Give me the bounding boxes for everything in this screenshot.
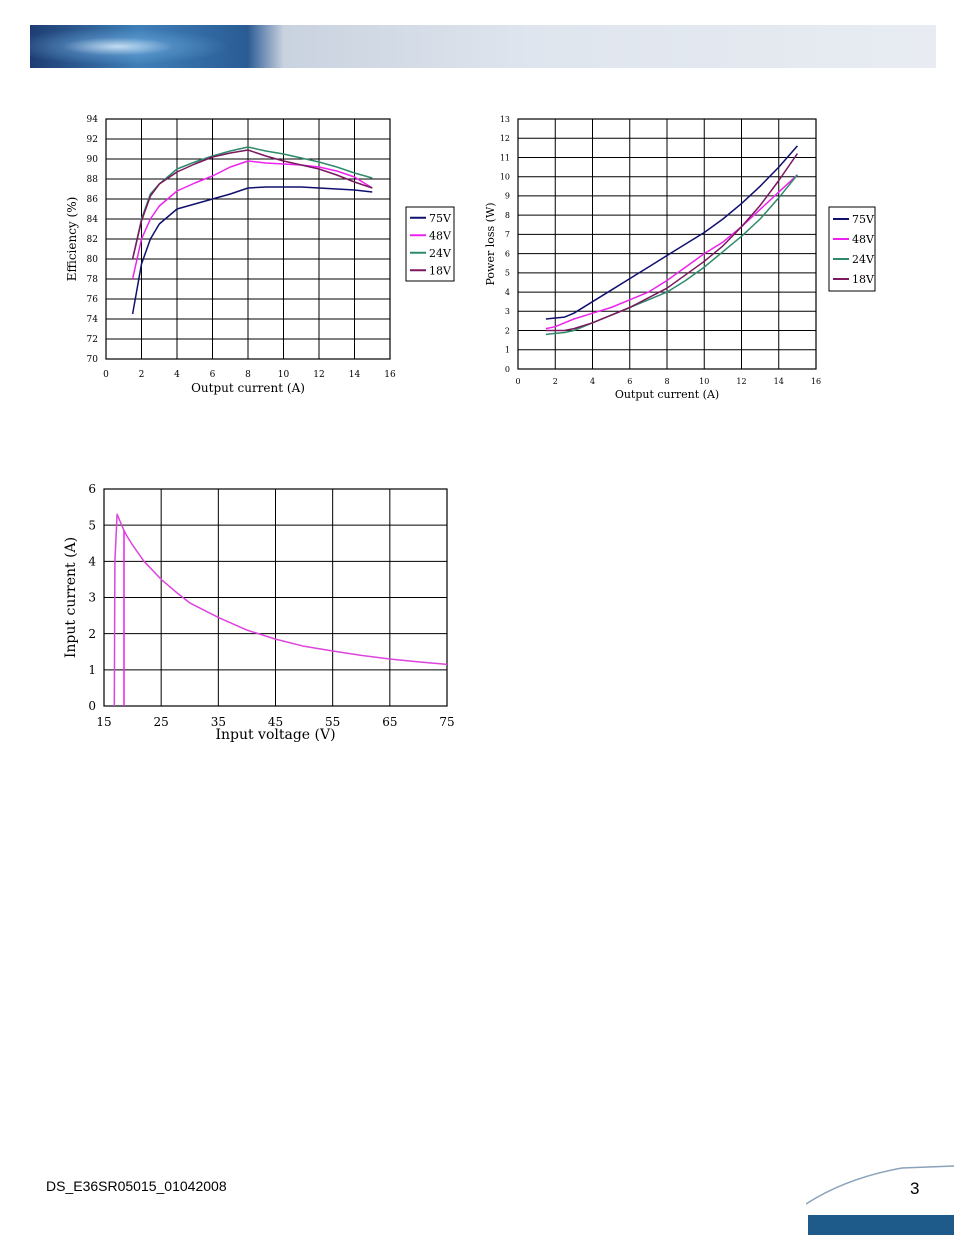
x-tick-label: 65 bbox=[382, 715, 397, 729]
series-line-48v bbox=[131, 160, 373, 280]
series-line-24v bbox=[131, 146, 373, 260]
y-tick-label: 13 bbox=[500, 115, 510, 124]
x-axis-label: Output current (A) bbox=[615, 388, 719, 401]
y-tick-label: 84 bbox=[87, 215, 99, 225]
legend-label: 24V bbox=[429, 247, 452, 260]
series-line-75v bbox=[131, 186, 373, 315]
y-tick-label: 6 bbox=[88, 482, 96, 496]
plot-frame bbox=[105, 118, 391, 360]
x-tick-label: 10 bbox=[699, 377, 709, 386]
y-tick-label: 92 bbox=[87, 135, 98, 145]
page-number: 3 bbox=[910, 1179, 920, 1198]
y-tick-label: 74 bbox=[87, 315, 99, 325]
y-tick-label: 1 bbox=[88, 663, 96, 677]
plot-frame bbox=[103, 488, 448, 707]
header-banner bbox=[30, 25, 936, 68]
power-loss-chart: 0 2 4 6 8 10 12 14 16 0 1 2 3 4 5 6 7 8 9 10 11 12 13 Output cu… bbox=[480, 110, 890, 410]
x-axis-label: Input voltage (V) bbox=[215, 727, 335, 743]
y-tick-label: 7 bbox=[505, 230, 510, 239]
plot-frame bbox=[517, 118, 817, 370]
series-line-18v bbox=[545, 153, 799, 332]
y-tick-label: 11 bbox=[500, 153, 510, 162]
legend-box bbox=[828, 206, 876, 292]
x-tick-label: 8 bbox=[245, 370, 251, 380]
legend-label: 48V bbox=[429, 229, 452, 242]
efficiency-chart-svg: 0 2 4 6 8 10 12 14 16 70 72 74 76 78 80 82 84 86 88 90 92 94 O… bbox=[65, 115, 455, 395]
x-tick-label: 0 bbox=[103, 370, 109, 380]
y-tick-label: 86 bbox=[87, 195, 99, 205]
header-light-streak bbox=[30, 25, 250, 68]
x-tick-label: 14 bbox=[774, 377, 784, 386]
legend-label: 75V bbox=[429, 212, 452, 225]
y-tick-label: 72 bbox=[87, 335, 98, 345]
y-tick-label: 2 bbox=[505, 326, 510, 335]
y-tick-label: 6 bbox=[505, 249, 510, 258]
y-tick-label: 94 bbox=[87, 115, 99, 125]
x-tick-label: 4 bbox=[174, 370, 180, 380]
legend-label: 18V bbox=[429, 264, 452, 277]
y-tick-label: 2 bbox=[88, 627, 96, 641]
x-tick-label: 6 bbox=[210, 370, 216, 380]
document-code: DS_E36SR05015_01042008 bbox=[46, 1178, 227, 1194]
x-tick-label: 10 bbox=[278, 370, 290, 380]
legend-label: 75V bbox=[852, 213, 875, 226]
legend-label: 48V bbox=[852, 233, 875, 246]
y-axis-label: Power loss (W) bbox=[484, 202, 497, 285]
footer-swoosh bbox=[806, 1165, 954, 1205]
y-tick-label: 90 bbox=[87, 155, 99, 165]
y-tick-label: 70 bbox=[87, 355, 99, 365]
x-tick-label: 15 bbox=[96, 715, 111, 729]
x-tick-label: 16 bbox=[811, 377, 821, 386]
y-tick-label: 88 bbox=[87, 175, 99, 185]
x-tick-label: 75 bbox=[439, 715, 454, 729]
x-tick-label: 0 bbox=[515, 377, 520, 386]
x-tick-label: 25 bbox=[154, 715, 169, 729]
y-tick-label: 5 bbox=[505, 269, 510, 278]
y-tick-label: 82 bbox=[87, 235, 98, 245]
x-tick-label: 45 bbox=[268, 715, 283, 729]
x-tick-label: 55 bbox=[325, 715, 340, 729]
x-tick-label: 14 bbox=[349, 370, 361, 380]
y-tick-label: 0 bbox=[88, 699, 96, 713]
y-tick-label: 9 bbox=[505, 192, 510, 201]
y-axis-label: Input current (A) bbox=[63, 537, 79, 658]
y-tick-label: 10 bbox=[500, 172, 510, 181]
x-tick-label: 12 bbox=[313, 370, 324, 380]
x-tick-label: 8 bbox=[664, 377, 669, 386]
y-tick-label: 5 bbox=[88, 518, 96, 532]
y-tick-label: 4 bbox=[88, 555, 96, 569]
series-line-75v bbox=[545, 145, 798, 320]
x-tick-label: 2 bbox=[553, 377, 558, 386]
legend-label: 18V bbox=[852, 273, 875, 286]
legend-box bbox=[405, 206, 455, 282]
y-axis-label: Efficiency (%) bbox=[65, 197, 79, 282]
footer-bar bbox=[808, 1215, 954, 1235]
y-tick-label: 80 bbox=[87, 255, 99, 265]
y-tick-label: 1 bbox=[505, 346, 510, 355]
series-line bbox=[113, 513, 448, 707]
y-tick-label: 76 bbox=[87, 295, 99, 305]
y-tick-label: 3 bbox=[505, 307, 510, 316]
efficiency-chart: 0 2 4 6 8 10 12 14 16 70 72 74 76 78 80 82 84 86 88 90 92 94 O… bbox=[60, 110, 470, 410]
series-line-48v bbox=[545, 174, 798, 330]
legend-label: 24V bbox=[852, 253, 875, 266]
x-tick-label: 35 bbox=[211, 715, 226, 729]
y-tick-label: 12 bbox=[500, 134, 510, 143]
x-axis-label: Output current (A) bbox=[191, 381, 305, 395]
y-tick-label: 8 bbox=[505, 211, 510, 220]
x-tick-label: 12 bbox=[736, 377, 746, 386]
series-line-18v bbox=[131, 149, 373, 260]
y-tick-label: 0 bbox=[505, 365, 510, 374]
y-tick-label: 78 bbox=[87, 275, 99, 285]
x-tick-label: 4 bbox=[590, 377, 595, 386]
x-tick-label: 6 bbox=[627, 377, 632, 386]
x-tick-label: 2 bbox=[139, 370, 145, 380]
input-current-chart: 15 25 35 45 55 65 75 0 1 2 3 4 5 6 Input voltage (V) In… bbox=[60, 478, 460, 758]
y-tick-label: 4 bbox=[505, 288, 510, 297]
y-tick-label: 3 bbox=[88, 591, 96, 605]
x-tick-label: 16 bbox=[384, 370, 396, 380]
series-line-24v bbox=[545, 174, 798, 336]
